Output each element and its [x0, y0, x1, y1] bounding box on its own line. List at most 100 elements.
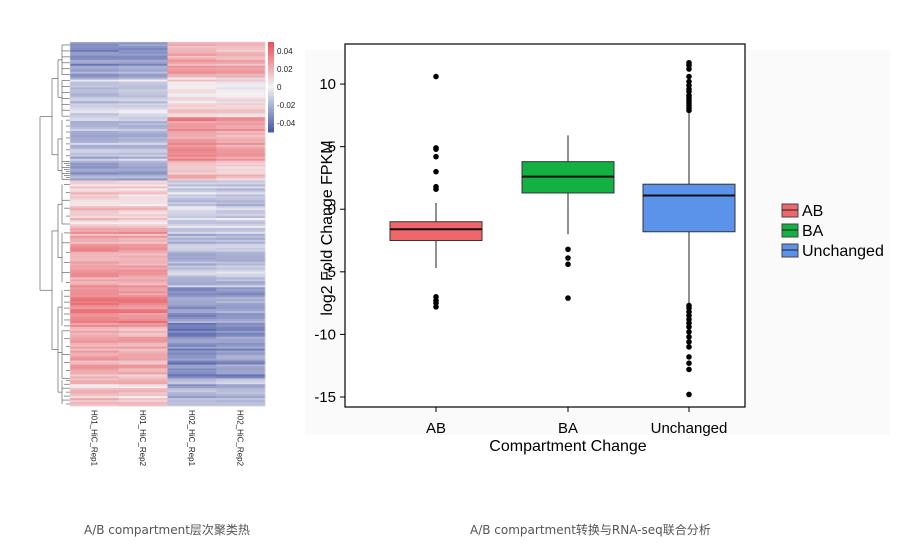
heatmap-cell — [118, 180, 168, 183]
heatmap-cell — [167, 71, 217, 75]
heatmap-cell — [216, 320, 266, 324]
outlier-point — [565, 261, 571, 268]
color-scale-swatch — [268, 98, 274, 101]
heatmap-cell — [118, 340, 168, 344]
heatmap-cell — [118, 71, 168, 75]
heatmap-cell — [167, 358, 217, 361]
heatmap-cell — [118, 93, 168, 96]
heatmap-cell — [70, 144, 120, 148]
heatmap-cell — [167, 148, 217, 152]
heatmap-cell — [70, 380, 120, 383]
heatmap-cell — [167, 144, 217, 148]
heatmap-cell — [216, 388, 266, 391]
heatmap-cell — [118, 324, 168, 328]
y-tick-label: -10 — [314, 326, 336, 343]
heatmap-cell — [118, 249, 168, 253]
heatmap-cell — [167, 111, 217, 114]
outlier-point — [686, 66, 692, 72]
heatmap-cell — [70, 93, 120, 96]
outlier-point — [433, 168, 439, 175]
heatmap-cell — [216, 180, 266, 183]
heatmap-cell — [216, 315, 266, 318]
heatmap-cell — [216, 358, 266, 361]
heatmap-cell — [70, 293, 120, 296]
heatmap-cell — [216, 182, 266, 185]
heatmap-cell — [70, 249, 120, 253]
heatmap-cell — [118, 320, 168, 324]
heatmap-cell — [167, 404, 217, 407]
heatmap-cell — [216, 69, 266, 73]
heatmap-cell — [70, 235, 120, 239]
heatmap-cell — [167, 200, 217, 203]
heatmap-cell — [70, 402, 120, 405]
color-scale-swatch — [268, 126, 274, 129]
heatmap-cell — [167, 231, 217, 235]
heatmap-cell — [167, 313, 217, 316]
heatmap-cell — [118, 309, 168, 312]
heatmap-cell — [118, 206, 168, 209]
heatmap-cell — [167, 224, 217, 227]
heatmap-column-label: H01_HiC_Rep1 — [89, 410, 98, 467]
color-scale-swatch — [268, 64, 274, 67]
heatmap-cell — [70, 83, 120, 86]
heatmap-cell — [216, 166, 266, 170]
heatmap-cell — [167, 204, 217, 207]
heatmap-cell — [216, 239, 266, 243]
heatmap-cell — [167, 146, 217, 150]
color-scale-tick-label: 0.02 — [277, 65, 293, 74]
heatmap-cell — [70, 342, 120, 346]
heatmap-cell — [167, 293, 217, 296]
heatmap-cell — [70, 281, 120, 284]
heatmap-cell — [216, 55, 266, 59]
heatmap-cell — [167, 285, 217, 288]
heatmap-cell — [70, 49, 120, 53]
heatmap-cell — [167, 85, 217, 88]
heatmap-cell — [70, 107, 120, 110]
color-scale-swatch — [268, 96, 274, 99]
heatmap-cell — [118, 109, 168, 112]
heatmap-cell — [167, 386, 217, 389]
heatmap-cell — [70, 400, 120, 403]
heatmap-cell — [167, 109, 217, 112]
heatmap-cell — [216, 394, 266, 397]
heatmap-cell — [216, 354, 266, 357]
heatmap-cell — [70, 313, 120, 316]
heatmap-cell — [70, 188, 120, 191]
heatmap-cell — [167, 247, 217, 251]
heatmap-cell — [167, 156, 217, 160]
heatmap-cell — [167, 309, 217, 312]
heatmap-cell — [216, 123, 266, 126]
heatmap-cell — [216, 318, 266, 322]
heatmap-cell — [118, 83, 168, 86]
heatmap-cell — [118, 374, 168, 377]
heatmap-cell — [167, 340, 217, 344]
heatmap-cell — [118, 241, 168, 245]
heatmap-cell — [70, 372, 120, 375]
legend-label: BA — [802, 223, 824, 240]
heatmap-cell — [167, 99, 217, 102]
heatmap-cell — [216, 322, 266, 326]
heatmap-cell — [216, 334, 266, 338]
heatmap-cell — [216, 364, 266, 367]
heatmap-cell — [118, 259, 168, 262]
heatmap-cell — [70, 176, 120, 179]
color-scale-swatch — [268, 110, 274, 113]
heatmap-cell — [70, 334, 120, 338]
heatmap-cell — [216, 160, 266, 164]
heatmap-cell — [216, 295, 266, 298]
heatmap-cell — [70, 231, 120, 235]
heatmap-cell — [216, 229, 266, 233]
heatmap-cell — [167, 237, 217, 241]
heatmap-cell — [167, 113, 217, 116]
heatmap-cell — [216, 366, 266, 369]
heatmap-cell — [118, 342, 168, 346]
heatmap-cell — [216, 241, 266, 245]
heatmap-cell — [118, 400, 168, 403]
heatmap-cell — [216, 356, 266, 359]
heatmap-cell — [70, 129, 120, 132]
heatmap-cell — [118, 81, 168, 84]
heatmap-cell — [167, 239, 217, 243]
heatmap-cell — [70, 352, 120, 355]
heatmap-cell — [216, 212, 266, 215]
heatmap-cell — [216, 67, 266, 71]
